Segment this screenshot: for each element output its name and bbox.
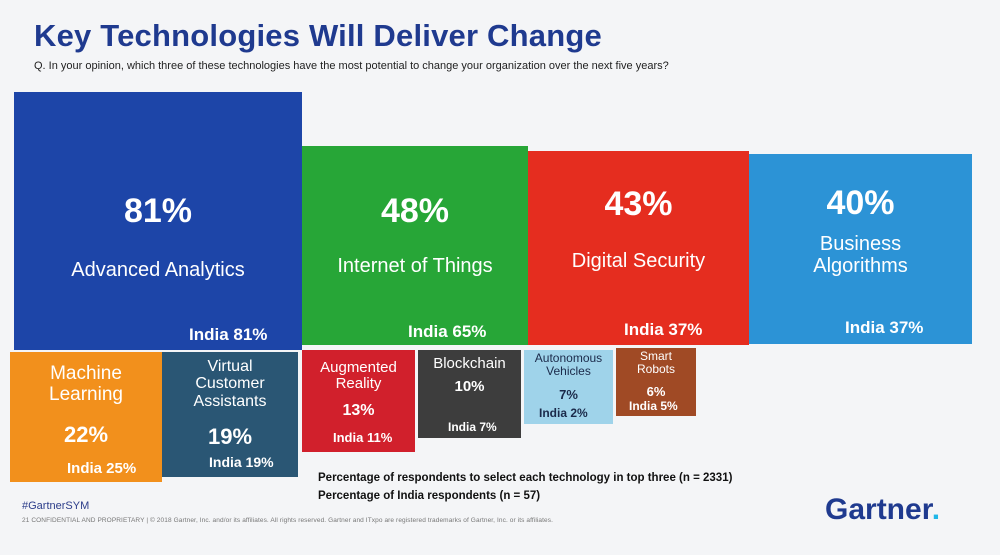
- survey-question: Q. In your opinion, which three of these…: [34, 60, 669, 72]
- tile-india-augmented-reality: India 11%: [333, 430, 393, 445]
- tile-label-advanced-analytics: Advanced Analytics: [71, 259, 245, 281]
- tile-label-smart-robots: Smart Robots: [636, 349, 676, 376]
- footer-legal: 21 CONFIDENTIAL AND PROPRIETARY | © 2018…: [22, 517, 554, 524]
- tile-virtual-customer-assistants: 19% Virtual Customer Assistants India 19%: [162, 352, 298, 477]
- tile-advanced-analytics: 81% Advanced Analytics India 81%: [14, 92, 302, 350]
- tile-label-internet-of-things: Internet of Things: [337, 255, 493, 277]
- tile-value-digital-security: 43%: [604, 185, 673, 223]
- tile-label-blockchain: Blockchain: [433, 355, 506, 372]
- logo-text: Gartner: [825, 493, 932, 526]
- tile-india-virtual-customer-assistants: India 19%: [209, 454, 274, 470]
- tile-value-autonomous-vehicles: 7%: [559, 387, 578, 402]
- tile-value-augmented-reality: 13%: [342, 402, 375, 419]
- tile-blockchain: 10% Blockchain India 7%: [418, 350, 521, 438]
- tile-value-blockchain: 10%: [454, 378, 485, 395]
- tile-label-digital-security: Digital Security: [571, 250, 706, 272]
- tile-india-digital-security: India 37%: [624, 320, 703, 339]
- logo-dot: .: [931, 493, 941, 526]
- tile-india-internet-of-things: India 65%: [408, 322, 487, 341]
- tile-value-internet-of-things: 48%: [380, 192, 450, 230]
- tile-value-smart-robots: 6%: [646, 384, 666, 399]
- legend-india: Percentage of India respondents (n = 57): [318, 490, 541, 502]
- tile-india-smart-robots: India 5%: [629, 399, 678, 413]
- tile-internet-of-things: 48% Internet of Things India 65%: [302, 146, 528, 345]
- tile-label-autonomous-vehicles: Autonomous Vehicles: [534, 351, 603, 378]
- tile-label-virtual-customer-assistants: Virtual Customer Assistants: [193, 358, 267, 410]
- page-title: Key Technologies Will Deliver Change: [34, 18, 602, 53]
- legend-overall: Percentage of respondents to select each…: [318, 472, 733, 484]
- tile-india-business-algorithms: India 37%: [845, 318, 924, 337]
- tile-india-machine-learning: India 25%: [67, 460, 137, 477]
- tile-label-augmented-reality: Augmented Reality: [320, 359, 397, 393]
- tile-value-machine-learning: 22%: [63, 422, 109, 447]
- gartner-logo: Gartner.: [825, 493, 940, 527]
- tile-smart-robots: 6% Smart Robots India 5%: [616, 348, 696, 416]
- tile-india-blockchain: India 7%: [448, 420, 497, 434]
- tile-value-virtual-customer-assistants: 19%: [207, 424, 253, 449]
- tile-india-autonomous-vehicles: India 2%: [539, 406, 588, 420]
- tile-autonomous-vehicles: 7% Autonomous Vehicles India 2%: [524, 350, 613, 424]
- tile-india-advanced-analytics: India 81%: [189, 325, 268, 344]
- hashtag: #GartnerSYM: [22, 500, 90, 512]
- tile-augmented-reality: 13% Augmented Reality India 11%: [302, 350, 415, 452]
- tile-value-business-algorithms: 40%: [826, 184, 895, 222]
- tile-business-algorithms: 40% Business Algorithms India 37%: [749, 154, 972, 344]
- tile-label-machine-learning: Machine Learning: [49, 363, 123, 405]
- tile-label-business-algorithms: Business Algorithms: [813, 233, 908, 277]
- tile-digital-security: 43% Digital Security India 37%: [528, 151, 749, 345]
- tile-machine-learning: 22% Machine Learning India 25%: [10, 352, 162, 482]
- tile-value-advanced-analytics: 81%: [123, 192, 193, 230]
